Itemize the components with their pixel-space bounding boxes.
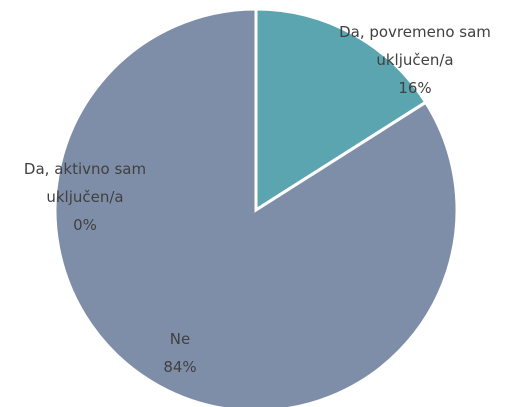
value-label: 84% (163, 358, 197, 376)
pie-slice (254, 7, 428, 213)
slice-label: Da, aktivno sam uključen/a 0% (0, 155, 170, 239)
value-label: 16% (398, 79, 432, 97)
slice-label: Ne 84% (95, 325, 265, 381)
value-label: 0% (73, 216, 97, 234)
category-label: Ne (169, 330, 191, 348)
category-label: Da, povremeno sam uključen/a (339, 23, 491, 69)
slice-label: Da, povremeno sam uključen/a 16% (330, 18, 500, 102)
pie-slice (53, 7, 459, 407)
category-label: Da, aktivno sam uključen/a (23, 160, 147, 206)
